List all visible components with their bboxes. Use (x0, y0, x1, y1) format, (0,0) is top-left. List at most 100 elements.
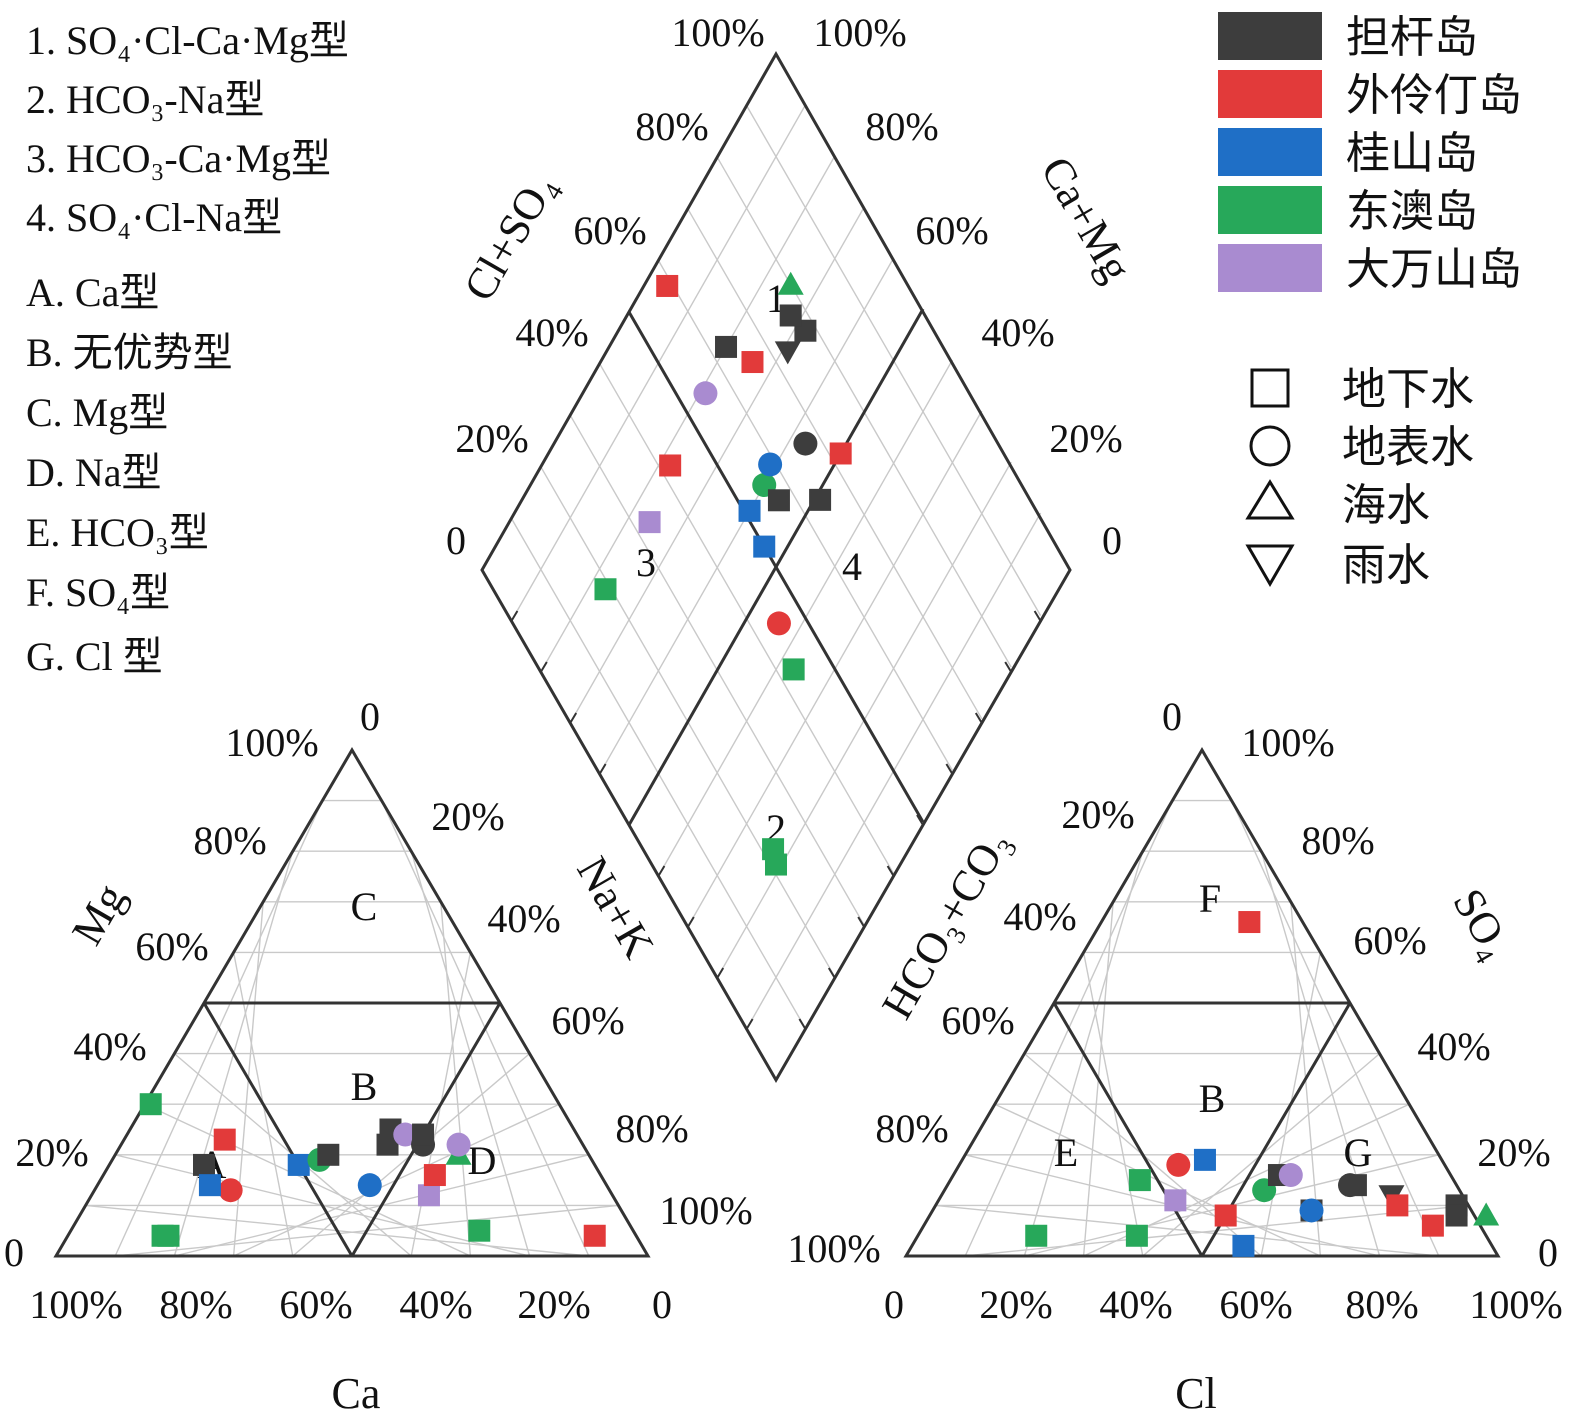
diamond-left-tick: 100% (671, 10, 764, 55)
cation-bottom-tick: 20% (517, 1282, 590, 1327)
diamond-point (793, 431, 818, 456)
anion-left-tick: 80% (875, 1106, 948, 1151)
diamond-tick-mark (974, 712, 983, 724)
diamond-point (777, 271, 804, 295)
diamond-point (738, 499, 761, 522)
anion-point (1214, 1204, 1237, 1227)
legend-label-dongao: 东澳岛 (1346, 187, 1478, 236)
diamond-left-tick: 20% (455, 416, 528, 461)
cation-bottom-axis-label: Ca (332, 1369, 381, 1417)
cation-bottom-tick: 60% (279, 1282, 352, 1327)
anion-point (1445, 1204, 1468, 1227)
zone-label-3: 3 (636, 540, 656, 585)
cation-left-tick: 40% (73, 1024, 146, 1069)
cation-point (423, 1164, 446, 1187)
cation-point (393, 1122, 418, 1147)
anion-point (1238, 911, 1261, 934)
anion-right-tick: 100% (1241, 720, 1334, 765)
diamond-tick-mark (598, 763, 607, 775)
cation-point (417, 1184, 440, 1207)
diamond-point (809, 488, 832, 511)
anion-point (1164, 1189, 1187, 1212)
anion-right-tick: 40% (1417, 1024, 1490, 1069)
anion-bottom-tick: 60% (1219, 1282, 1292, 1327)
diamond-tick-mark (916, 814, 924, 826)
diamond-zone-line (627, 308, 925, 826)
diamond-point (693, 381, 718, 406)
diamond-point (774, 341, 801, 365)
anion-point (1421, 1214, 1444, 1237)
zone-label-E: E (1054, 1130, 1078, 1175)
class-item-D: D. Na型 (26, 450, 162, 495)
diamond-right-tick: 40% (981, 310, 1054, 355)
diamond-point (765, 853, 787, 876)
cation-right-tick: 60% (551, 998, 624, 1043)
cation-left-tick: 100% (225, 720, 318, 765)
cation-right-tick: 40% (487, 896, 560, 941)
anion-point (1278, 1163, 1303, 1188)
diamond-tick-mark (657, 865, 666, 877)
anion-zone-line (1052, 1002, 1204, 1257)
anion-point (1473, 1202, 1500, 1226)
class-item-G: G. Cl 型 (26, 634, 163, 679)
legend-swatch-guishan (1218, 128, 1322, 176)
cation-bottom-tick: 40% (399, 1282, 472, 1327)
diamond-point (829, 442, 852, 465)
legend-label-wailingding: 外伶仃岛 (1346, 71, 1522, 120)
circle-icon (1249, 425, 1291, 467)
class-item-B: B. 无优势型 (26, 330, 233, 375)
island-legend: 担杆岛 外伶仃岛 桂山岛 东澳岛 大万山岛 (1218, 12, 1522, 294)
anion-left-tick: 40% (1003, 894, 1076, 939)
anion-left-tick: 20% (1061, 792, 1134, 837)
legend-label-dawanshan: 大万山岛 (1346, 245, 1522, 294)
diamond-point (656, 274, 679, 297)
triangle-up-icon (1245, 479, 1295, 520)
diamond-point (782, 658, 805, 681)
anion-right-tick: 80% (1301, 818, 1374, 863)
cation-right-axis-label: Na+K (567, 849, 663, 967)
anion-right-tick: 20% (1477, 1130, 1550, 1175)
anion-point (1025, 1224, 1048, 1247)
anion-left-tick: 0 (1162, 694, 1182, 739)
cation-point (213, 1128, 236, 1151)
cation-right-tick: 20% (431, 794, 504, 839)
diamond-point (779, 304, 802, 327)
legend-label-guishan: 桂山岛 (1346, 129, 1478, 178)
square-icon (1250, 368, 1290, 408)
anion-right-axis-label: SO₄ (1443, 881, 1521, 968)
anion-bottom-tick: 80% (1345, 1282, 1418, 1327)
class-item-C: C. Mg型 (26, 390, 168, 435)
cation-right-tick: 100% (659, 1188, 752, 1233)
class-item-1: 1. SO₄·Cl-Ca·Mg型 (26, 18, 349, 63)
cation-ticks: 100% 80% 60% 40% 20% 0 0 20% 40% 60% 80%… (4, 694, 753, 1417)
legend-label-dangan: 担杆岛 (1346, 13, 1478, 62)
anion-point (1125, 1224, 1148, 1247)
cation-left-tick: 60% (135, 924, 208, 969)
anion-point (1128, 1169, 1151, 1192)
diamond-tick-mark (745, 1018, 754, 1030)
diamond-tick-mark (510, 610, 519, 622)
diamond-left-tick: 60% (573, 208, 646, 253)
cation-bottom-tick: 100% (29, 1282, 122, 1327)
class-item-4: 4. SO₄·Cl-Na型 (26, 195, 282, 240)
diamond-tick-mark (539, 661, 548, 673)
cation-point (357, 1173, 382, 1198)
class-item-A: A. Ca型 (26, 270, 159, 315)
diamond-point (753, 535, 776, 558)
diamond-point (767, 489, 790, 512)
anion-bottom-axis-label: Cl (1175, 1369, 1217, 1417)
cation-point (198, 1174, 221, 1197)
legend-swatch-dangan (1218, 12, 1322, 60)
diamond-tick-mark (945, 763, 954, 775)
diamond-tick-mark (1033, 610, 1042, 622)
cation-point (139, 1093, 162, 1116)
cation-point (468, 1219, 491, 1242)
diamond-point (758, 452, 783, 477)
anion-bottom-tick: 40% (1099, 1282, 1172, 1327)
diamond-left-axis-label: Cl+SO₄ (454, 165, 565, 309)
diamond-tick-mark (686, 916, 695, 928)
zone-label-F: F (1199, 876, 1221, 921)
anion-bottom-tick: 100% (1469, 1282, 1562, 1327)
anion-point (1344, 1174, 1367, 1197)
cation-point (193, 1153, 215, 1176)
